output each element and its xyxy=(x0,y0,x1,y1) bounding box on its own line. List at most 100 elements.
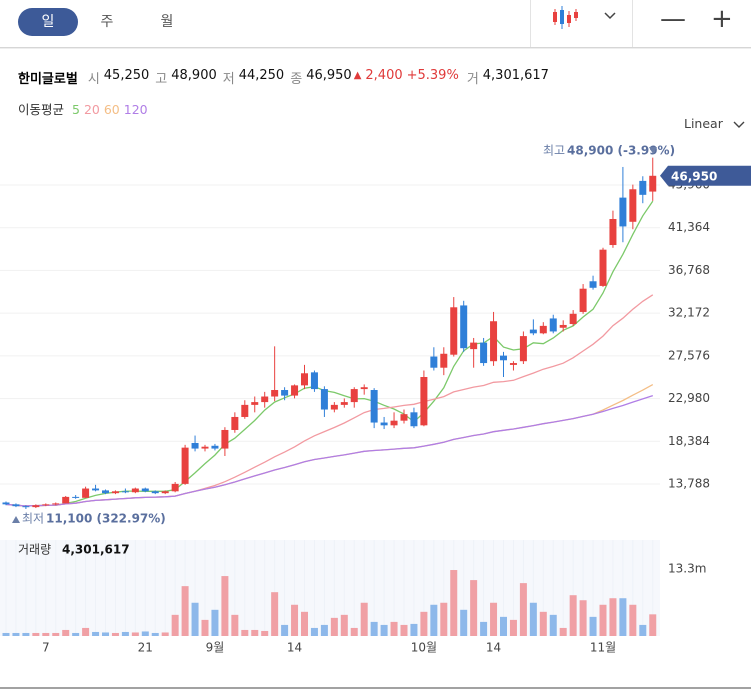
volume-bar xyxy=(32,632,40,636)
volume-bar xyxy=(171,614,179,636)
candle-body xyxy=(92,488,100,491)
volume-bar xyxy=(281,624,289,636)
volume-bar xyxy=(161,632,169,636)
candle-body xyxy=(141,488,149,492)
chevron[interactable] xyxy=(603,11,617,21)
candle-body xyxy=(370,390,378,423)
volume-bar xyxy=(380,624,388,636)
tab-week[interactable]: 주 xyxy=(100,14,114,30)
tab-day[interactable]: 일 xyxy=(18,8,78,36)
candle-body xyxy=(42,504,50,506)
candle-body xyxy=(2,502,10,505)
volume-bar xyxy=(539,611,547,636)
x-tick-label: 11월 xyxy=(590,641,616,655)
volume-bar xyxy=(360,602,368,636)
candle-body xyxy=(121,491,129,493)
candle-body xyxy=(609,219,617,246)
x-tick-label: 21 xyxy=(138,641,153,655)
volume-bar xyxy=(450,570,458,636)
candle-body xyxy=(420,377,428,426)
x-tick-label: 14 xyxy=(287,641,302,655)
volume-bar xyxy=(350,627,358,636)
candle-body xyxy=(380,422,388,426)
candle-body xyxy=(400,414,408,421)
volume-bar xyxy=(12,632,20,636)
candle-body xyxy=(470,342,478,350)
ma-period[interactable]: 5 xyxy=(72,102,80,117)
volume-bar xyxy=(320,624,328,636)
tab-month[interactable]: 월 xyxy=(160,14,174,30)
candle-body xyxy=(390,420,398,426)
quote-info: 한미글로벌 시 45,250 고 48,900 저 44,250 종 46,950 ▲ … xyxy=(18,68,553,87)
candle-body xyxy=(301,373,308,386)
y-tick-label: 22,980 xyxy=(668,391,710,405)
ma-period[interactable]: 120 xyxy=(123,102,148,117)
ma-title: 이동평균 xyxy=(18,102,65,117)
candle-body xyxy=(191,442,199,449)
scale-mode: Linear xyxy=(684,116,723,131)
volume-bar xyxy=(330,617,338,636)
value: 46,950 xyxy=(306,68,352,83)
value: 45,250 xyxy=(103,68,150,83)
volume-bar xyxy=(72,632,80,636)
value: 4,301,617 xyxy=(482,68,549,83)
volume-bar xyxy=(221,576,229,636)
volume-bar xyxy=(649,614,657,636)
ma-line xyxy=(5,384,654,507)
stock-name: 한미글로벌 xyxy=(18,72,78,87)
ma-period[interactable]: 20 xyxy=(83,102,100,117)
candle-body xyxy=(549,318,557,332)
candle-body xyxy=(320,389,328,410)
x-tick-label: 7 xyxy=(42,641,50,655)
candle-body xyxy=(619,197,627,227)
candle-body xyxy=(231,416,239,430)
candle-body xyxy=(410,412,418,427)
value: 48,900 xyxy=(171,68,217,83)
change-pct: +5.39% xyxy=(406,68,459,83)
candle-body xyxy=(291,385,299,396)
volume-value: 4,301,617 xyxy=(62,543,130,557)
candle-body xyxy=(529,329,537,334)
x-tick-label: 14 xyxy=(486,641,501,655)
max-text: 48,900 (-3.99%) xyxy=(567,144,675,158)
volume-bar xyxy=(500,616,507,636)
volume-bar xyxy=(181,586,189,636)
volume-bar xyxy=(52,632,60,636)
candle-body xyxy=(639,180,647,195)
candle-body xyxy=(82,488,90,498)
candle-body xyxy=(131,488,139,493)
candle-body xyxy=(102,490,109,494)
volume-bar xyxy=(579,600,587,636)
volume-bar xyxy=(211,609,219,636)
volume-bar xyxy=(22,632,30,636)
volume-bar xyxy=(430,604,438,636)
candle-body xyxy=(629,189,637,222)
chevron xyxy=(733,121,745,128)
volume-bar xyxy=(191,602,199,636)
label: 종 xyxy=(290,72,303,87)
zoom-in[interactable]: + xyxy=(711,4,733,34)
volume-bar xyxy=(410,623,418,636)
volume-bar xyxy=(460,609,468,636)
candle-body xyxy=(649,175,657,192)
y-tick-label: 36,768 xyxy=(668,263,710,277)
candle-body xyxy=(509,363,517,365)
zoom-out[interactable]: — xyxy=(660,4,686,34)
y-tick-label: 18,384 xyxy=(668,434,710,448)
scale-select[interactable]: Linear xyxy=(684,116,745,131)
volume-bar xyxy=(470,580,478,636)
candle-body xyxy=(181,447,189,484)
price-tag xyxy=(660,165,751,186)
candle-body xyxy=(281,390,289,396)
candle-body xyxy=(490,321,498,362)
volume-tick-label: 13.3m xyxy=(668,562,706,576)
divider xyxy=(632,0,633,47)
chart-type-icon[interactable] xyxy=(550,3,580,33)
ma-period[interactable]: 60 xyxy=(103,102,120,117)
min-title: 최저 xyxy=(22,512,44,526)
volume-bar xyxy=(490,602,498,636)
ma-line xyxy=(5,394,654,507)
volume-bar xyxy=(310,627,318,636)
candle-body xyxy=(589,281,597,288)
